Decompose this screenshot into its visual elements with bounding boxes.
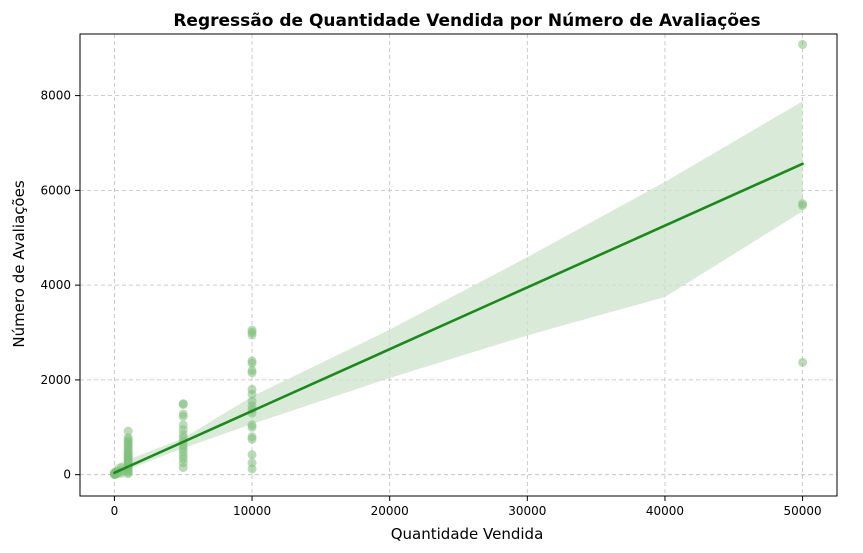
data-point (178, 420, 188, 430)
data-point (178, 399, 188, 409)
data-point (798, 357, 808, 367)
y-axis-ticks: 0 2000 4000 6000 8000 (40, 89, 80, 482)
data-point (247, 458, 257, 468)
data-point (247, 432, 257, 442)
data-point (247, 396, 257, 406)
y-axis-label: Número de Avaliações (10, 180, 28, 347)
y-tick-label: 0 (63, 468, 71, 482)
data-point (247, 325, 257, 335)
y-tick-label: 2000 (40, 373, 71, 387)
confidence-band (114, 101, 803, 475)
x-tick-label: 50000 (783, 504, 821, 518)
regression-line (113, 162, 804, 475)
x-tick-label: 10000 (233, 504, 271, 518)
y-tick-label: 8000 (40, 89, 71, 103)
data-point (123, 426, 133, 436)
data-point (123, 433, 133, 443)
data-point (798, 39, 808, 49)
x-tick-label: 20000 (371, 504, 409, 518)
data-point (247, 450, 257, 460)
x-tick-label: 30000 (508, 504, 546, 518)
confidence-band-area (114, 101, 803, 475)
plot-frame (79, 33, 838, 497)
x-axis-ticks: 0 10000 20000 30000 40000 50000 (111, 496, 822, 518)
data-point (247, 384, 257, 394)
data-point (798, 199, 808, 209)
data-point (247, 420, 257, 430)
x-axis-label: Quantidade Vendida (391, 525, 544, 543)
data-point (178, 409, 188, 419)
x-tick-label: 0 (111, 504, 119, 518)
data-point (247, 365, 257, 375)
y-tick-label: 6000 (40, 183, 71, 197)
data-point (247, 464, 257, 474)
y-tick-label: 4000 (40, 278, 71, 292)
regression-line-group (113, 162, 804, 475)
x-tick-label: 40000 (646, 504, 684, 518)
grid-lines (80, 34, 837, 496)
data-point (247, 356, 257, 366)
chart-title: Regressão de Quantidade Vendida por Núme… (173, 11, 760, 31)
